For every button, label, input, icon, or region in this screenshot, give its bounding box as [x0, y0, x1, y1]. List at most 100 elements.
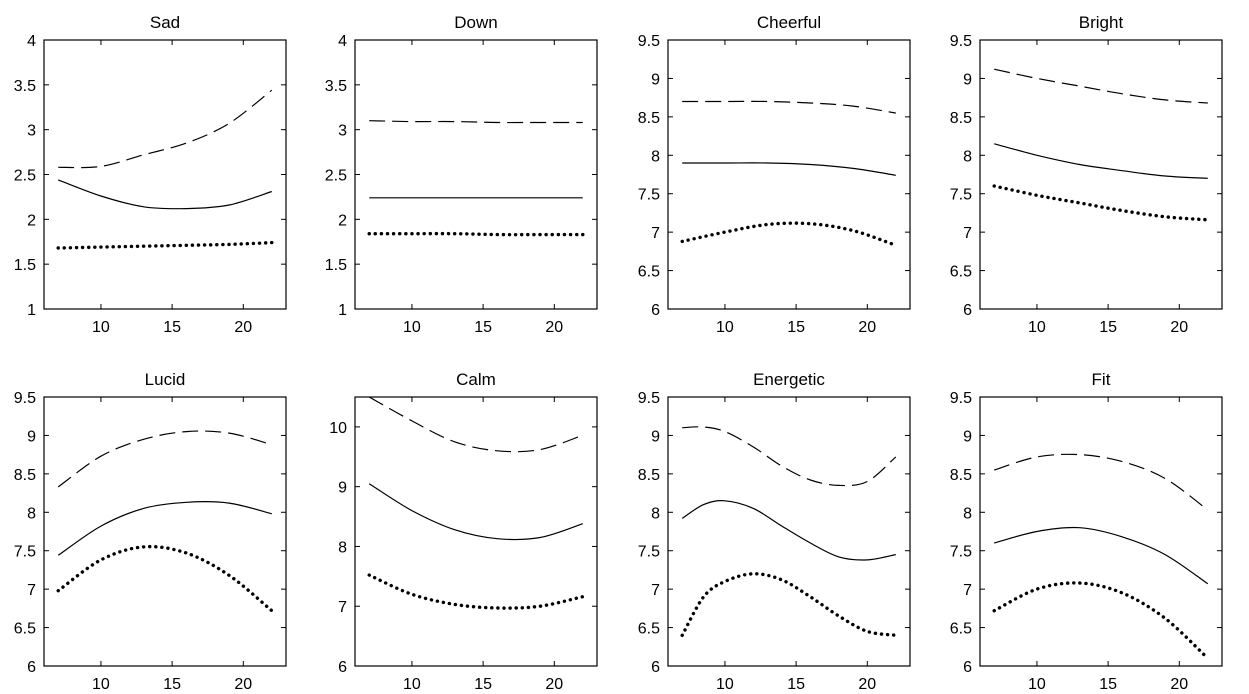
y-tick-label: 8	[651, 505, 660, 522]
y-tick-label: 1	[27, 302, 36, 319]
x-tick-label: 20	[545, 676, 563, 693]
y-tick-label: 9	[651, 71, 660, 88]
panel-cheerful: Cheerful 6 6.5 7 7.5 8 8.5 9 9.5 10 15 20	[638, 13, 911, 336]
plot-frame	[667, 396, 911, 667]
panel-title: Lucid	[145, 370, 186, 389]
y-tick-label: 6	[27, 659, 36, 676]
x-tick-label: 10	[92, 319, 110, 336]
plot-frame	[979, 39, 1223, 310]
y-tick-label: 9.5	[950, 33, 972, 50]
y-tick-label: 2.5	[14, 168, 36, 185]
y-tick-label: 2	[27, 212, 36, 229]
panel-title: Energetic	[753, 370, 825, 389]
y-tick-label: 8	[27, 505, 36, 522]
series-line-dashed	[57, 430, 272, 488]
series-line-dashed	[682, 100, 896, 114]
series-line-dashed	[994, 68, 1208, 104]
x-tick-label: 20	[1170, 676, 1188, 693]
y-tick-label: 10	[329, 420, 347, 437]
y-tick-label: 9	[651, 428, 660, 445]
series-line-solid	[994, 143, 1208, 179]
y-tick-label: 7.5	[14, 544, 36, 561]
y-tick-label: 6	[963, 659, 972, 676]
x-tick-label: 20	[234, 319, 252, 336]
panel-title: Fit	[1092, 370, 1111, 389]
y-tick-label: 9	[963, 428, 972, 445]
y-tick-label: 6	[338, 659, 347, 676]
panel-fit: Fit 6 6.5 7 7.5 8 8.5 9 9.5 10 15 20	[950, 370, 1223, 693]
plot-frame	[354, 39, 598, 310]
series-line-solid	[682, 162, 896, 176]
y-tick-label: 8	[651, 148, 660, 165]
x-tick-label: 15	[474, 319, 492, 336]
x-tick-label: 10	[403, 319, 421, 336]
y-tick-label: 8.5	[638, 467, 660, 484]
panel-title: Bright	[1079, 13, 1124, 32]
y-tick-label: 9	[338, 480, 347, 497]
y-tick-label: 8.5	[638, 110, 660, 127]
y-tick-label: 6.5	[950, 621, 972, 638]
x-tick-label: 10	[92, 676, 110, 693]
y-tick-label: 6	[651, 659, 660, 676]
y-tick-label: 8	[963, 148, 972, 165]
series-line-dashed	[994, 453, 1209, 511]
panel-title: Sad	[150, 13, 180, 32]
x-tick-label: 15	[1099, 319, 1117, 336]
y-tick-label: 3	[338, 123, 347, 140]
y-tick-label: 1.5	[325, 257, 347, 274]
series-line-dotted	[367, 231, 585, 237]
y-tick-label: 4	[338, 33, 347, 50]
y-tick-label: 7	[338, 599, 347, 616]
y-tick-label: 8.5	[950, 467, 972, 484]
x-tick-label: 15	[787, 319, 805, 336]
x-tick-label: 20	[858, 319, 876, 336]
y-tick-label: 1	[338, 302, 347, 319]
y-tick-label: 2	[338, 212, 347, 229]
y-tick-label: 3.5	[325, 78, 347, 95]
y-tick-label: 7	[963, 582, 972, 599]
y-tick-label: 7	[651, 582, 660, 599]
y-tick-label: 9.5	[950, 390, 972, 407]
x-tick-label: 20	[545, 319, 563, 336]
y-tick-label: 9.5	[638, 33, 660, 50]
x-tick-label: 15	[474, 676, 492, 693]
series-line-dashed	[58, 89, 273, 169]
y-tick-label: 3.5	[14, 78, 36, 95]
plot-frame	[667, 39, 911, 310]
panel-energetic: Energetic 6 6.5 7 7.5 8 8.5 9 9.5 10 15 20	[638, 370, 911, 693]
x-tick-label: 10	[716, 676, 734, 693]
x-tick-label: 10	[716, 319, 734, 336]
plot-frame	[43, 396, 287, 667]
series-line-solid	[994, 526, 1209, 585]
y-tick-label: 2.5	[325, 168, 347, 185]
panel-title: Calm	[456, 370, 496, 389]
y-tick-label: 8.5	[14, 467, 36, 484]
y-tick-label: 7.5	[638, 544, 660, 561]
y-tick-label: 7	[27, 582, 36, 599]
series-line-dotted	[56, 544, 274, 613]
y-tick-label: 9	[27, 428, 36, 445]
series-line-dotted	[56, 240, 274, 250]
y-tick-label: 4	[27, 33, 36, 50]
y-tick-label: 8	[963, 505, 972, 522]
plot-frame	[354, 396, 598, 667]
y-tick-label: 6.5	[638, 621, 660, 638]
series-line-solid	[57, 501, 272, 556]
series-line-dashed	[368, 397, 583, 453]
panel-sad: Sad 1 1.5 2 2.5 3 3.5 4 10 15 20	[14, 13, 287, 336]
y-tick-label: 8	[338, 539, 347, 556]
panel-title: Down	[454, 13, 497, 32]
x-tick-label: 20	[234, 676, 252, 693]
y-tick-label: 1.5	[14, 257, 36, 274]
series-line-dotted	[680, 221, 898, 247]
series-line-solid	[368, 483, 583, 541]
panel-bright: Bright 6 6.5 7 7.5 8 8.5 9 9.5 10 15 20	[950, 13, 1223, 336]
series-line-dashed	[682, 426, 897, 487]
y-tick-label: 3	[27, 123, 36, 140]
y-tick-label: 7	[963, 225, 972, 242]
y-tick-label: 8.5	[950, 110, 972, 127]
y-tick-label: 7.5	[950, 544, 972, 561]
series-line-solid	[57, 179, 272, 210]
y-tick-label: 6.5	[14, 621, 36, 638]
